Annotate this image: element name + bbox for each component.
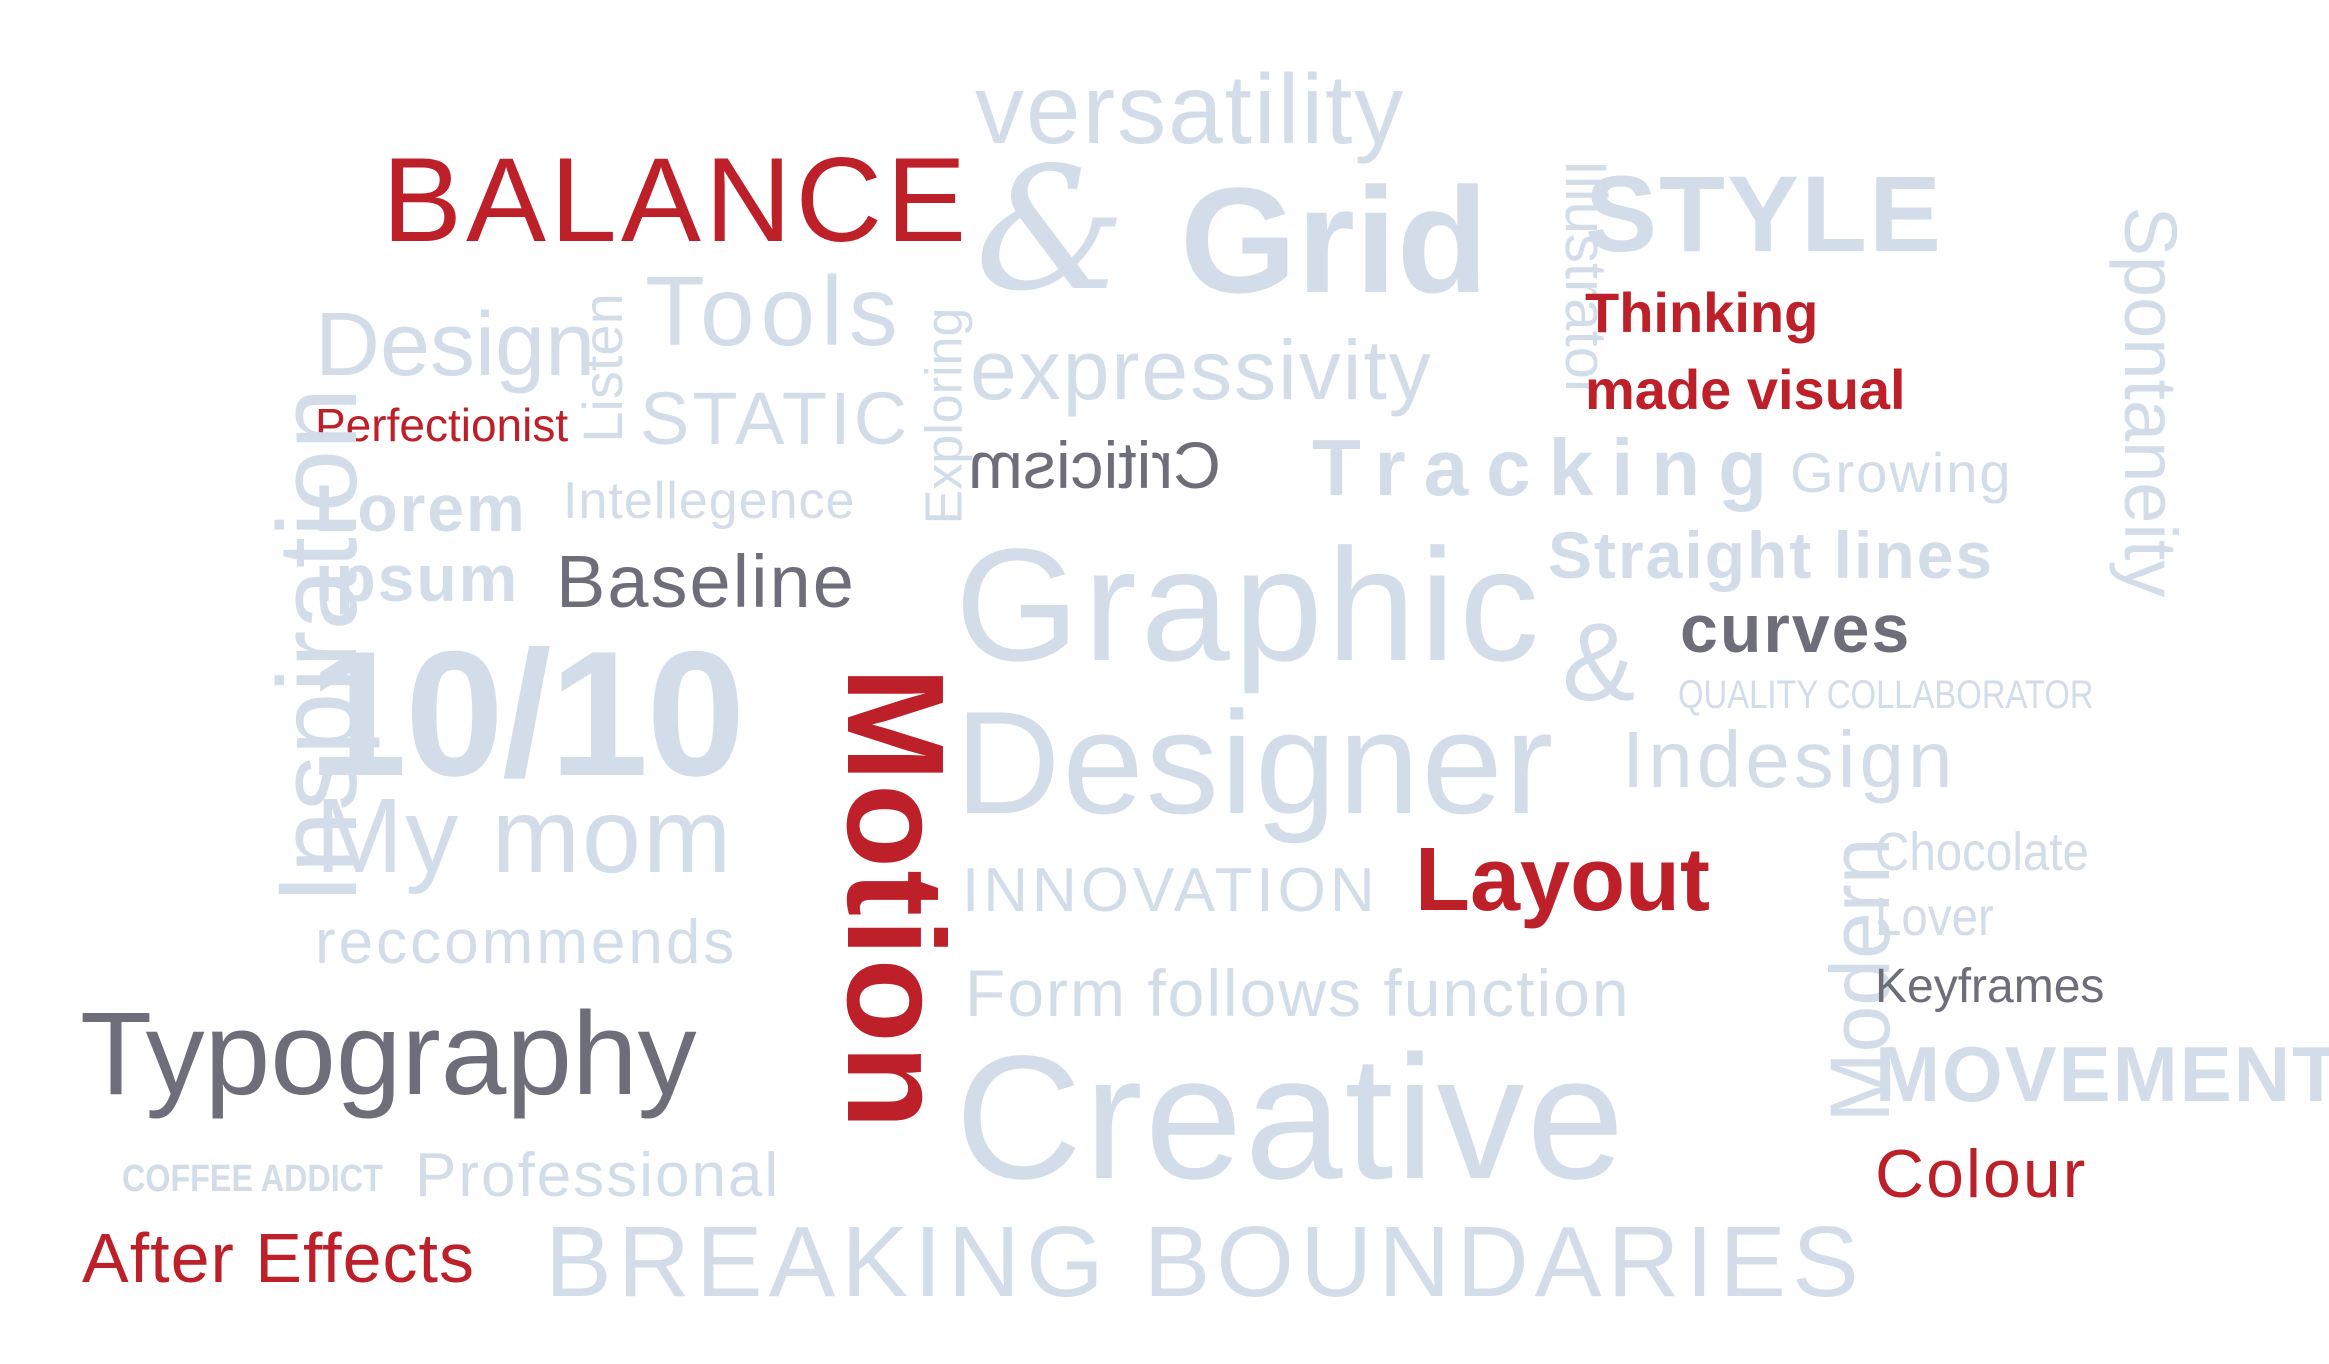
word-expressivity: expressivity — [970, 323, 1433, 417]
word-spontaneity: Spontaneity — [2109, 206, 2192, 598]
ampersand-symbol-large: & — [975, 131, 1127, 329]
word-straight-lines: Straight lines — [1548, 518, 1995, 592]
word-intellegence: Intellegence — [563, 472, 856, 530]
word-my-mom: My mom — [315, 777, 734, 895]
word-lover: Lover — [1875, 887, 1994, 947]
word-criticism: Criticism — [968, 428, 1221, 502]
word-style: STYLE — [1585, 153, 1944, 274]
word-professional: Professional — [415, 1141, 781, 1210]
word-reccommends: reccommends — [315, 908, 738, 977]
word-tracking: Tracking — [1312, 423, 1786, 512]
word-baseline: Baseline — [556, 540, 856, 623]
word-motion: Motion — [818, 666, 972, 1132]
word-typography: Typography — [80, 988, 697, 1120]
word-movement: MOVEMENT — [1875, 1030, 2329, 1118]
word-ipsum: ipsum — [315, 541, 520, 615]
word-indesign: Indesign — [1622, 715, 1957, 804]
word-colour: Colour — [1875, 1136, 2088, 1212]
word-exploring: Exploring — [915, 307, 974, 525]
word-chocolate: Chocolate — [1875, 822, 2089, 882]
word-growing: Growing — [1790, 441, 2013, 504]
word-perfectionist: Perfectionist — [315, 399, 569, 451]
word-ten-ten: 10/10 — [308, 614, 745, 813]
word-creative: Creative — [955, 1020, 1627, 1216]
word-made-visual: made visual — [1585, 358, 1906, 421]
word-keyframes: Keyframes — [1875, 960, 2105, 1013]
word-layout: Layout — [1415, 830, 1711, 930]
word-coffee-addict: COFFEE ADDICT — [122, 1158, 383, 1200]
word-grid: Grid — [1180, 156, 1489, 324]
word-innovation: INNOVATION — [962, 856, 1379, 925]
word-listen: Listen — [571, 293, 634, 443]
word-lorem: Lorem — [315, 471, 527, 545]
word-ampersand: & — [1562, 601, 1636, 724]
word-form-follows-function: Form follows function — [965, 956, 1631, 1030]
word-balance: BALANCE — [382, 133, 971, 267]
word-curves: curves — [1680, 591, 1912, 667]
word-design: Design — [315, 295, 596, 395]
word-breaking-boundaries: BREAKING BOUNDARIES — [545, 1206, 1865, 1318]
word-static: STATIC — [640, 377, 911, 460]
word-quality-collaborator: QUALITY COLLABORATOR — [1678, 673, 2094, 717]
word-graphic: Graphic — [955, 515, 1544, 694]
word-thinking: Thinking — [1585, 281, 1819, 344]
word-after-effects: After Effects — [82, 1219, 475, 1297]
word-designer: Designer — [955, 681, 1556, 844]
word-tools: Tools — [645, 256, 904, 366]
word-versatility: versatility — [975, 54, 1406, 164]
